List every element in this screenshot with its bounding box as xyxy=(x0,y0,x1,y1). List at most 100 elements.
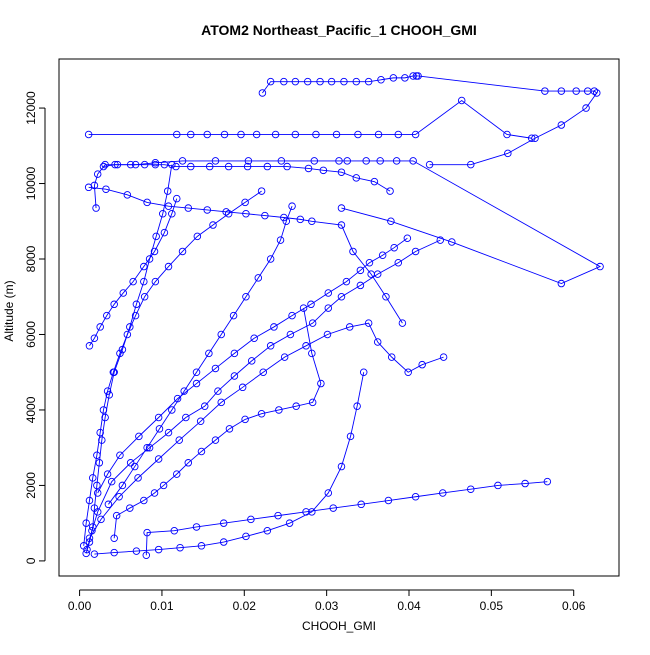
data-point xyxy=(276,236,285,244)
series-line xyxy=(113,307,322,539)
data-point xyxy=(175,436,183,444)
data-point xyxy=(356,281,365,290)
series-layer xyxy=(79,72,604,559)
data-point xyxy=(187,162,195,171)
data-point xyxy=(342,277,351,286)
data-point xyxy=(323,330,332,339)
data-point xyxy=(237,130,245,139)
data-series xyxy=(83,236,445,554)
data-point xyxy=(142,551,151,559)
data-point xyxy=(205,349,213,358)
data-point xyxy=(352,77,361,86)
data-point xyxy=(439,489,447,497)
data-point xyxy=(211,364,220,373)
data-point xyxy=(304,164,313,173)
data-point xyxy=(296,215,305,224)
data-point xyxy=(143,443,151,452)
data-point xyxy=(123,330,132,339)
data-point xyxy=(241,198,249,207)
data-point xyxy=(261,211,269,220)
data-point xyxy=(557,121,566,129)
data-point xyxy=(337,168,346,176)
data-point xyxy=(310,157,319,165)
data-point xyxy=(317,379,325,388)
data-point xyxy=(316,77,324,86)
data-point xyxy=(398,319,407,327)
data-point xyxy=(280,77,288,86)
x-tick-label: 0.05 xyxy=(480,599,504,613)
data-point xyxy=(266,77,275,86)
data-series xyxy=(84,96,536,142)
data-point xyxy=(145,255,154,263)
data-point xyxy=(164,262,173,271)
data-point xyxy=(411,247,420,256)
data-point xyxy=(389,74,398,82)
x-axis-label: CHOOH_GMI xyxy=(302,619,376,633)
series-line xyxy=(145,481,548,556)
data-series xyxy=(104,202,296,509)
data-point xyxy=(217,398,225,407)
data-point xyxy=(392,157,401,165)
data-point xyxy=(82,549,90,558)
data-point xyxy=(131,311,140,320)
data-point xyxy=(283,162,291,171)
data-point xyxy=(116,349,124,358)
data-point xyxy=(280,353,289,361)
data-point xyxy=(180,387,188,395)
data-point xyxy=(140,496,148,505)
data-point xyxy=(582,104,590,112)
data-point xyxy=(242,292,250,301)
data-point xyxy=(143,528,151,537)
data-point xyxy=(292,402,300,410)
data-point xyxy=(184,204,193,212)
data-point xyxy=(250,334,258,343)
data-point xyxy=(103,470,112,478)
data-point xyxy=(219,519,228,527)
data-point xyxy=(275,406,283,414)
data-point xyxy=(572,87,580,95)
data-point xyxy=(101,160,109,169)
data-point xyxy=(390,243,398,252)
data-point xyxy=(178,157,187,165)
y-tick-label: 4000 xyxy=(24,396,38,423)
series-line xyxy=(108,206,293,505)
series-line xyxy=(94,372,365,555)
data-point xyxy=(531,134,539,142)
data-point xyxy=(134,474,142,482)
data-point xyxy=(263,162,272,171)
data-point xyxy=(140,262,148,271)
data-point xyxy=(364,77,373,86)
data-point xyxy=(346,432,355,441)
data-point xyxy=(123,191,132,199)
data-point xyxy=(259,368,267,376)
data-point xyxy=(96,323,104,331)
data-point xyxy=(193,232,202,241)
series-line xyxy=(85,164,173,554)
data-point xyxy=(211,436,220,444)
data-point xyxy=(151,277,160,286)
data-point xyxy=(82,519,90,527)
data-point xyxy=(110,300,118,309)
data-point xyxy=(557,279,566,288)
data-point xyxy=(593,89,601,97)
data-point xyxy=(285,519,294,527)
plot-frame xyxy=(58,58,620,577)
data-point xyxy=(448,238,456,246)
data-point xyxy=(308,319,317,327)
data-point xyxy=(192,523,201,531)
data-point xyxy=(307,300,315,309)
data-point xyxy=(266,342,275,350)
data-point xyxy=(354,130,362,139)
data-point xyxy=(382,292,390,301)
data-point xyxy=(376,157,384,165)
data-point xyxy=(211,157,220,165)
data-point xyxy=(118,481,127,490)
data-point xyxy=(324,304,333,312)
data-point xyxy=(337,221,346,229)
data-point xyxy=(312,130,320,139)
data-point xyxy=(229,311,238,320)
data-point xyxy=(280,213,288,222)
data-point xyxy=(247,515,255,524)
data-point xyxy=(152,232,160,241)
